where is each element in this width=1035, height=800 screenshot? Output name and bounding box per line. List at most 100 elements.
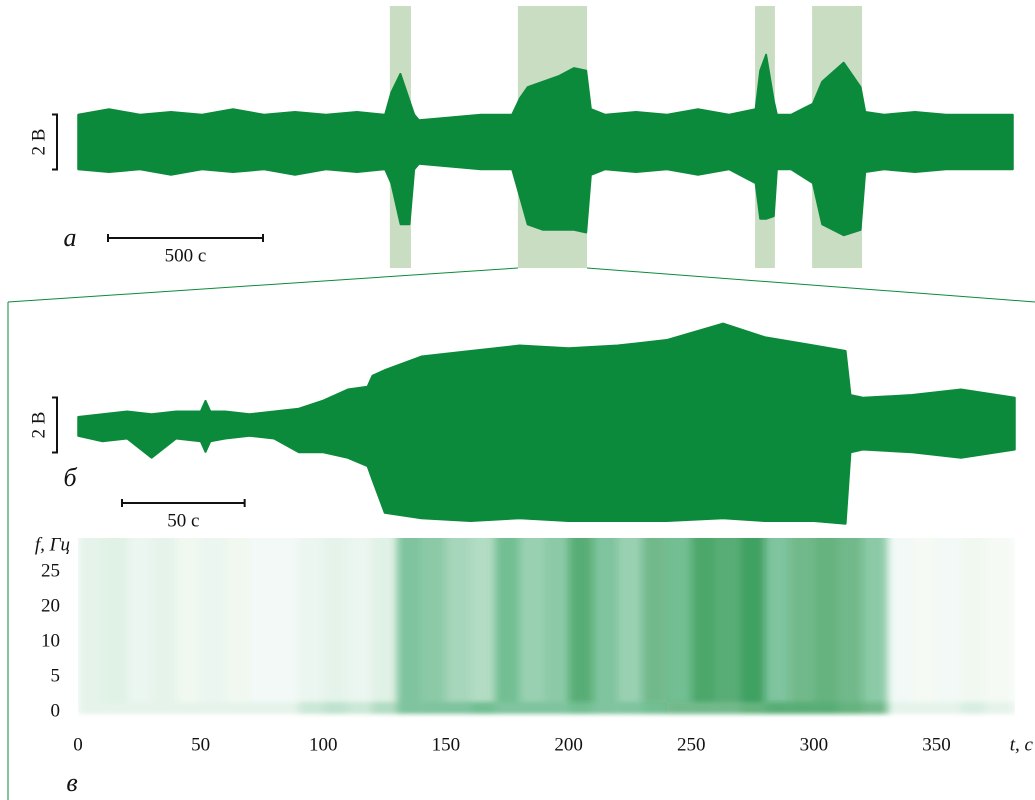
spectrogram-column xyxy=(838,538,863,702)
spectrogram xyxy=(78,538,1015,714)
time-scalebar xyxy=(121,499,246,507)
y-tick-label: 0 xyxy=(51,700,61,721)
spectrogram-column xyxy=(691,538,716,702)
zoom-connector xyxy=(7,267,519,303)
spectrogram-low-band xyxy=(274,702,299,714)
spectrogram-low-band xyxy=(249,702,275,714)
spectrogram-low-band xyxy=(127,702,152,714)
spectrogram-column xyxy=(127,538,152,702)
voltage-scalebar-label: 2 В xyxy=(28,129,49,156)
spectrogram-column xyxy=(298,538,324,702)
spectrogram-low-band xyxy=(691,702,716,714)
spectrogram-column xyxy=(862,538,888,702)
spectrogram-low-band xyxy=(151,702,177,714)
spectrogram-cells xyxy=(78,538,1015,714)
spectrogram-low-band xyxy=(347,702,373,714)
spectrogram-low-band xyxy=(421,702,446,714)
spectrogram-low-band xyxy=(617,702,643,714)
x-tick-label: 150 xyxy=(432,734,461,755)
spectrogram-low-band xyxy=(911,702,937,714)
spectrogram-low-band xyxy=(445,702,471,714)
spectrogram-low-band xyxy=(298,702,324,714)
spectrogram-low-band xyxy=(740,702,765,714)
spectrogram-low-band xyxy=(494,702,520,714)
time-scalebar-label: 50 с xyxy=(167,510,199,531)
spectrogram-column xyxy=(274,538,299,702)
spectrogram-low-band xyxy=(225,702,250,714)
spectrogram-column xyxy=(911,538,937,702)
spectrogram-low-band xyxy=(593,702,618,714)
voltage-scalebar xyxy=(52,396,58,454)
spectrogram-low-band xyxy=(372,702,397,714)
spectrogram-low-band xyxy=(936,702,962,714)
signal-envelope xyxy=(77,53,1014,237)
spectrogram-column xyxy=(813,538,839,702)
spectrogram-column xyxy=(789,538,814,702)
spectrogram-column xyxy=(985,538,1015,702)
spectrogram-column xyxy=(519,538,545,702)
x-tick-label: 50 xyxy=(191,734,210,755)
x-tick-label: 0 xyxy=(73,734,83,755)
spectrogram-column xyxy=(740,538,765,702)
zoom-connector xyxy=(586,267,1035,303)
spectrogram-low-band xyxy=(568,702,594,714)
spectrogram-low-band xyxy=(985,702,1015,714)
panel-label: б xyxy=(63,463,77,492)
y-tick-label: 20 xyxy=(41,595,60,616)
spectrogram-low-band xyxy=(961,702,986,714)
spectrogram-column xyxy=(200,538,226,702)
x-tick-label: 350 xyxy=(922,734,951,755)
signal-envelope xyxy=(77,322,1016,525)
spectrogram-low-band xyxy=(396,702,422,714)
spectrogram-column xyxy=(249,538,275,702)
spectrogram-column xyxy=(715,538,741,702)
spectrogram-column xyxy=(666,538,692,702)
spectrogram-column xyxy=(470,538,495,702)
spectrogram-column xyxy=(568,538,594,702)
spectrogram-column xyxy=(936,538,962,702)
panel-label: а xyxy=(64,223,77,252)
x-tick-label: 300 xyxy=(800,734,829,755)
spectrogram-column xyxy=(176,538,201,702)
spectrogram-low-band xyxy=(470,702,495,714)
spectrogram-column xyxy=(617,538,643,702)
spectrogram-column xyxy=(421,538,446,702)
spectrogram-low-band xyxy=(176,702,201,714)
spectrogram-column xyxy=(445,538,471,702)
spectrogram-column xyxy=(78,538,103,702)
spectrogram-low-band xyxy=(887,702,912,714)
spectrogram-low-band xyxy=(764,702,790,714)
spectrogram-low-band xyxy=(789,702,814,714)
y-tick-label: 25 xyxy=(41,560,60,581)
spectrogram-column xyxy=(961,538,986,702)
spectrogram-low-band xyxy=(642,702,667,714)
spectrogram-column xyxy=(593,538,618,702)
spectrogram-low-band xyxy=(666,702,692,714)
spectrogram-column xyxy=(151,538,177,702)
spectrogram-column xyxy=(494,538,520,702)
spectrogram-low-band xyxy=(200,702,226,714)
x-axis-label: t, с xyxy=(1010,734,1034,755)
spectrogram-column xyxy=(372,538,397,702)
spectrogram-column xyxy=(642,538,667,702)
x-tick-label: 100 xyxy=(309,734,338,755)
y-tick-label: 5 xyxy=(51,665,61,686)
spectrogram-low-band xyxy=(838,702,863,714)
time-scalebar-label: 500 с xyxy=(165,245,207,266)
spectrogram-column xyxy=(887,538,912,702)
spectrogram-low-band xyxy=(544,702,569,714)
voltage-scalebar xyxy=(52,113,58,171)
spectrogram-column xyxy=(396,538,422,702)
x-tick-label: 200 xyxy=(554,734,583,755)
spectrogram-low-band xyxy=(323,702,348,714)
x-tick-label: 250 xyxy=(677,734,706,755)
spectrogram-column xyxy=(102,538,128,702)
panel-label: в xyxy=(66,768,77,797)
spectrogram-low-band xyxy=(519,702,545,714)
spectrogram-low-band xyxy=(715,702,741,714)
spectrogram-column xyxy=(225,538,250,702)
spectrogram-column xyxy=(544,538,569,702)
spectrogram-low-band xyxy=(78,702,103,714)
